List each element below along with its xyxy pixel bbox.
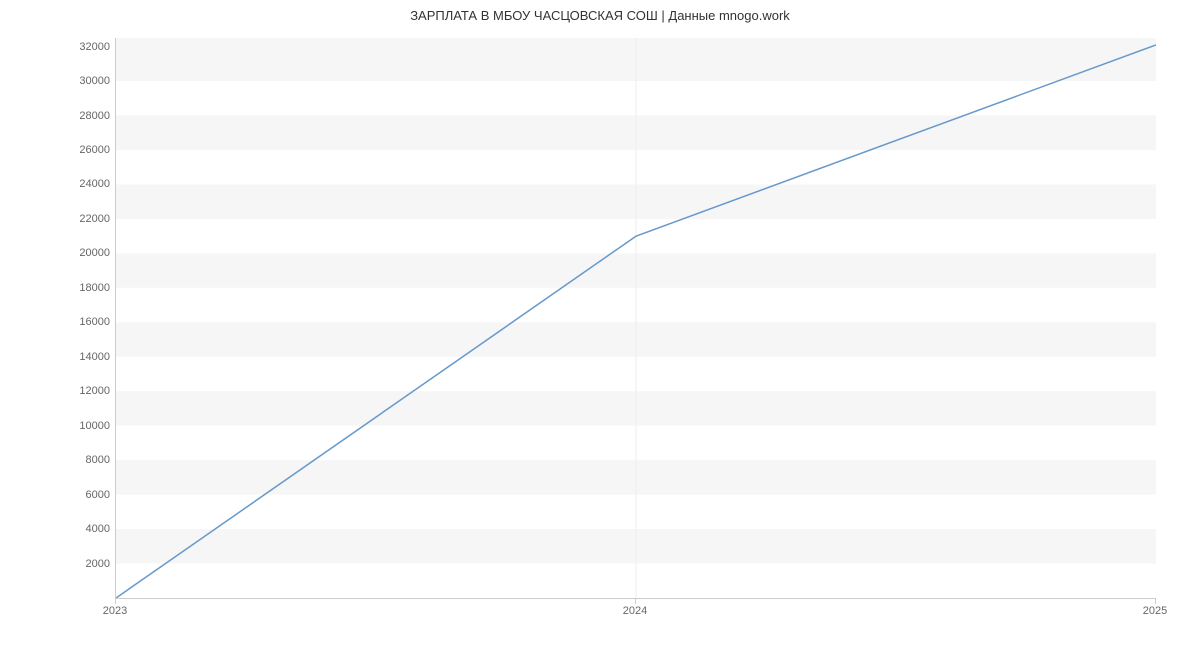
y-axis-label: 24000 xyxy=(60,178,110,190)
chart-title: ЗАРПЛАТА В МБОУ ЧАСЦОВСКАЯ СОШ | Данные … xyxy=(0,0,1200,23)
chart-svg xyxy=(116,38,1156,598)
x-axis-label: 2023 xyxy=(103,605,127,617)
y-axis-label: 28000 xyxy=(60,110,110,122)
y-axis-label: 10000 xyxy=(60,420,110,432)
y-axis-label: 18000 xyxy=(60,282,110,294)
y-axis-label: 20000 xyxy=(60,247,110,259)
y-axis-label: 14000 xyxy=(60,351,110,363)
x-axis-label: 2024 xyxy=(623,605,647,617)
plot-area xyxy=(115,38,1156,599)
y-axis-label: 16000 xyxy=(60,316,110,328)
x-axis-tick xyxy=(635,598,636,604)
x-axis-label: 2025 xyxy=(1143,605,1167,617)
y-axis-label: 32000 xyxy=(60,41,110,53)
y-axis-label: 12000 xyxy=(60,385,110,397)
x-axis-tick xyxy=(115,598,116,604)
y-axis-label: 22000 xyxy=(60,213,110,225)
x-axis-tick xyxy=(1155,598,1156,604)
chart-container: ЗАРПЛАТА В МБОУ ЧАСЦОВСКАЯ СОШ | Данные … xyxy=(0,0,1200,650)
y-axis-label: 8000 xyxy=(60,454,110,466)
y-axis-label: 4000 xyxy=(60,523,110,535)
y-axis-label: 6000 xyxy=(60,489,110,501)
y-axis-label: 26000 xyxy=(60,144,110,156)
y-axis-label: 30000 xyxy=(60,75,110,87)
y-axis-label: 2000 xyxy=(60,558,110,570)
